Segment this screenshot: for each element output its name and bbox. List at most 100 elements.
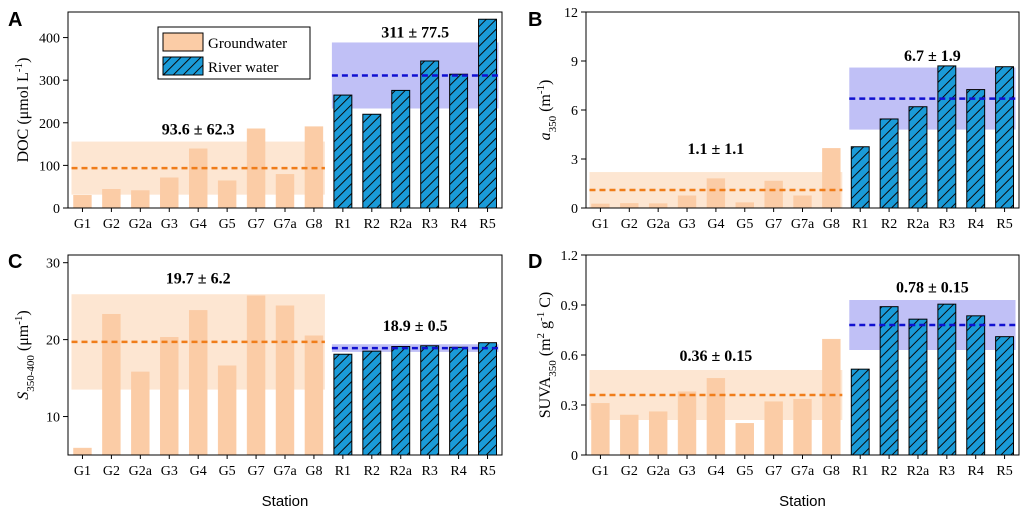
bar-g4 <box>188 310 208 456</box>
y-axis-label: SUVA350 (m2 g-1 C) <box>535 292 559 418</box>
x-tick-label: G5 <box>736 464 753 479</box>
bar-g3 <box>677 391 697 456</box>
bar-g3 <box>160 177 179 209</box>
bar-r4 <box>966 315 986 456</box>
groundwater-mean-annotation: 1.1 ± 1.1 <box>688 141 745 158</box>
bar-r3 <box>937 65 957 209</box>
x-tick-label: R4 <box>450 217 466 232</box>
bar-r2a <box>391 346 411 456</box>
x-tick-label: R2a <box>907 217 930 232</box>
x-tick-label: G1 <box>592 217 609 232</box>
x-tick-label: G7 <box>765 464 782 479</box>
bar-g2a <box>131 371 150 456</box>
bar-g7a <box>275 305 295 456</box>
x-tick-label: G3 <box>678 217 695 232</box>
x-tick-label: G8 <box>823 217 840 232</box>
bar-g2a <box>648 203 668 209</box>
bar-r1 <box>333 94 353 209</box>
y-axis-label: a350 (m-1) <box>535 80 559 141</box>
y-tick-label: 0.6 <box>561 349 579 364</box>
bar-g3 <box>160 337 179 456</box>
bar-g4 <box>706 178 726 209</box>
bar-g5 <box>217 365 237 456</box>
groundwater-mean-annotation: 19.7 ± 6.2 <box>166 270 231 287</box>
bar-r5 <box>995 336 1015 456</box>
x-tick-label: G7 <box>765 217 782 232</box>
y-tick-label: 30 <box>46 257 60 272</box>
legend-label-rw: River water <box>208 60 278 76</box>
y-axis-label: S350-400 (μm-1) <box>13 310 37 400</box>
x-tick-label: R1 <box>335 217 351 232</box>
bar-g7 <box>764 180 783 209</box>
x-tick-label: R1 <box>852 217 868 232</box>
panel-c: C 19.7 ± 6.2 18.9 ± 0.5 10 20 30 G1 G2 G2a G3 G4 G5… <box>8 251 503 510</box>
x-tick-label: G1 <box>74 217 91 232</box>
bar-r5 <box>478 18 498 209</box>
y-tick-label: 100 <box>39 159 60 174</box>
y-tick-label: 0 <box>571 202 578 217</box>
bar-r2a <box>908 318 928 456</box>
panel-letter: A <box>8 9 22 31</box>
y-tick-label: 300 <box>39 74 60 89</box>
bar-r5 <box>995 66 1015 209</box>
y-tick-label: 0 <box>53 202 60 217</box>
bar-r1 <box>850 146 870 209</box>
x-tick-label: G3 <box>161 464 178 479</box>
bar-g1 <box>73 447 92 456</box>
bar-r4 <box>449 73 469 209</box>
river-mean-annotation: 6.7 ± 1.9 <box>904 48 961 65</box>
river-mean-annotation: 311 ± 77.5 <box>381 25 449 42</box>
bar-g2 <box>620 414 639 456</box>
bar-g2 <box>620 203 639 209</box>
bar-r3 <box>420 345 440 456</box>
panel-d: D 0.36 ± 0.15 0.78 ± 0.15 0 0.3 0.6 0.9 1.2 G1 G2… <box>528 249 1020 510</box>
y-tick-label: 9 <box>571 55 578 70</box>
bar-r3 <box>937 303 957 456</box>
x-tick-label: G7 <box>248 464 265 479</box>
x-tick-label: G8 <box>823 464 840 479</box>
panel-letter: D <box>528 251 542 273</box>
bar-g5 <box>217 180 237 209</box>
y-tick-label: 6 <box>571 104 578 119</box>
legend-label-gw: Groundwater <box>208 36 287 52</box>
bar-r2 <box>879 306 899 456</box>
y-tick-label: 12 <box>564 6 578 21</box>
x-tick-label: R2 <box>364 464 380 479</box>
x-tick-label: R2a <box>389 217 412 232</box>
bar-r1 <box>333 353 353 456</box>
y-tick-label: 0.3 <box>561 399 579 414</box>
bar-g8 <box>822 148 841 209</box>
bar-r1 <box>850 368 870 456</box>
x-tick-label: R5 <box>479 217 495 232</box>
x-tick-label: G4 <box>707 217 724 232</box>
bar-r2a <box>908 106 928 209</box>
legend: Groundwater River water <box>157 26 311 80</box>
bar-r2 <box>362 113 382 209</box>
y-tick-label: 1.2 <box>561 249 579 264</box>
bar-r2 <box>879 118 899 209</box>
x-tick-label: G2a <box>647 464 671 479</box>
x-tick-label: R4 <box>450 464 466 479</box>
panel-b: B 1.1 ± 1.1 6.7 ± 1.9 0 3 6 9 12 G1 G2 G2a G3 G4 G5 G7… <box>528 6 1020 232</box>
legend-swatch-gw <box>162 32 204 52</box>
x-tick-label: R3 <box>421 464 437 479</box>
x-tick-label: G4 <box>707 464 724 479</box>
x-tick-label: G7a <box>791 217 815 232</box>
x-tick-label: G8 <box>305 217 322 232</box>
x-tick-label: G3 <box>678 464 695 479</box>
x-tick-label: G8 <box>305 464 322 479</box>
x-tick-label: R2a <box>389 464 412 479</box>
y-tick-label: 400 <box>39 32 60 47</box>
y-tick-label: 10 <box>46 411 60 426</box>
y-tick-label: 20 <box>46 334 60 349</box>
x-tick-label: G5 <box>736 217 753 232</box>
bar-g7 <box>764 401 783 456</box>
x-tick-label: G4 <box>190 464 207 479</box>
x-tick-label: R2 <box>881 464 897 479</box>
x-tick-label: G2 <box>621 464 638 479</box>
bar-r4 <box>966 89 986 209</box>
x-tick-label: R5 <box>996 464 1012 479</box>
x-tick-label: G4 <box>190 217 207 232</box>
y-tick-label: 0.9 <box>561 299 579 314</box>
x-tick-label: G2a <box>129 217 153 232</box>
